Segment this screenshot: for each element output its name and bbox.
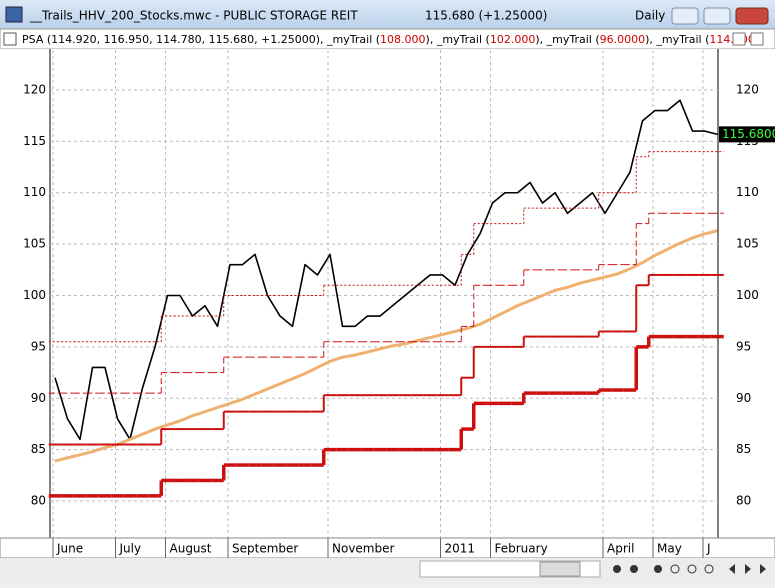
last-price-label: 115.6800: [722, 127, 775, 141]
y-tick-label-right: 105: [736, 237, 759, 251]
x-tick-label: J: [706, 542, 711, 556]
window-interval: Daily: [635, 9, 665, 23]
header-part: PSA (114.920, 116.950, 114.780, 115.680,…: [22, 33, 380, 46]
grid: 8080858590909595100100105105110110115115…: [23, 50, 759, 558]
tool-button[interactable]: [654, 565, 662, 573]
app-icon: [5, 6, 23, 23]
window-quote: 115.680 (+1.25000): [425, 9, 547, 23]
scroll-right[interactable]: [745, 564, 751, 574]
y-tick-label: 80: [31, 494, 46, 508]
x-tick-label: November: [332, 542, 394, 556]
pane-close-button[interactable]: [750, 32, 764, 46]
title-bar: [0, 0, 775, 29]
tool-button[interactable]: [670, 564, 680, 574]
y-tick-label: 115: [23, 134, 46, 148]
plot: 115.6800: [48, 99, 775, 498]
scroll-end[interactable]: [760, 564, 766, 574]
y-tick-label-right: 100: [736, 288, 759, 302]
x-tick-label: May: [657, 542, 682, 556]
maximize-button[interactable]: [703, 7, 731, 25]
scroll-toolbar: [0, 558, 775, 584]
minimize-button[interactable]: [671, 7, 699, 25]
pane-max-button[interactable]: [732, 32, 746, 46]
y-tick-label: 105: [23, 237, 46, 251]
y-tick-label: 85: [31, 442, 46, 456]
y-tick-label-right: 120: [736, 82, 759, 96]
tool-button[interactable]: [630, 565, 638, 573]
y-tick-label-right: 85: [736, 442, 751, 456]
x-tick-label: April: [607, 542, 634, 556]
header-icon: [3, 32, 17, 46]
chart-header: PSA (114.920, 116.950, 114.780, 115.680,…: [22, 33, 759, 46]
header-part: 114.000: [709, 33, 755, 46]
header-part: ), _myTrail (: [426, 33, 490, 46]
x-tick-label: 2011: [445, 542, 476, 556]
y-tick-label: 100: [23, 288, 46, 302]
moving-average-line: [54, 229, 718, 463]
y-tick-label: 120: [23, 82, 46, 96]
y-tick-label-right: 110: [736, 185, 759, 199]
header-part: 108.000: [380, 33, 426, 46]
header-part: 102.000: [490, 33, 536, 46]
x-tick-label: February: [495, 542, 548, 556]
price-line: [54, 99, 718, 441]
chart-area: [0, 49, 775, 538]
close-button[interactable]: [735, 7, 769, 25]
header-part: ), _myTrail (: [645, 33, 709, 46]
x-tick-label: September: [232, 542, 298, 556]
y-tick-label: 90: [31, 391, 46, 405]
y-tick-label-right: 80: [736, 494, 751, 508]
scroll-thumb[interactable]: [539, 561, 581, 577]
last-price-box: [719, 126, 775, 143]
x-tick-label: June: [56, 542, 83, 556]
y-tick-label-right: 90: [736, 391, 751, 405]
tool-button[interactable]: [613, 565, 621, 573]
y-tick-label: 95: [31, 339, 46, 353]
window-title: __Trails_HHV_200_Stocks.mwc - PUBLIC STO…: [29, 9, 358, 23]
x-tick-label: August: [170, 542, 212, 556]
toolbar-buttons: [613, 564, 766, 574]
y-tick-label: 110: [23, 185, 46, 199]
tool-button[interactable]: [704, 564, 714, 574]
x-tick-label: July: [119, 542, 142, 556]
header-part: ), _myTrail (: [535, 33, 599, 46]
tool-button[interactable]: [687, 564, 697, 574]
y-tick-label-right: 95: [736, 339, 751, 353]
header-part: 96.0000: [600, 33, 646, 46]
scroll-left[interactable]: [729, 564, 735, 574]
